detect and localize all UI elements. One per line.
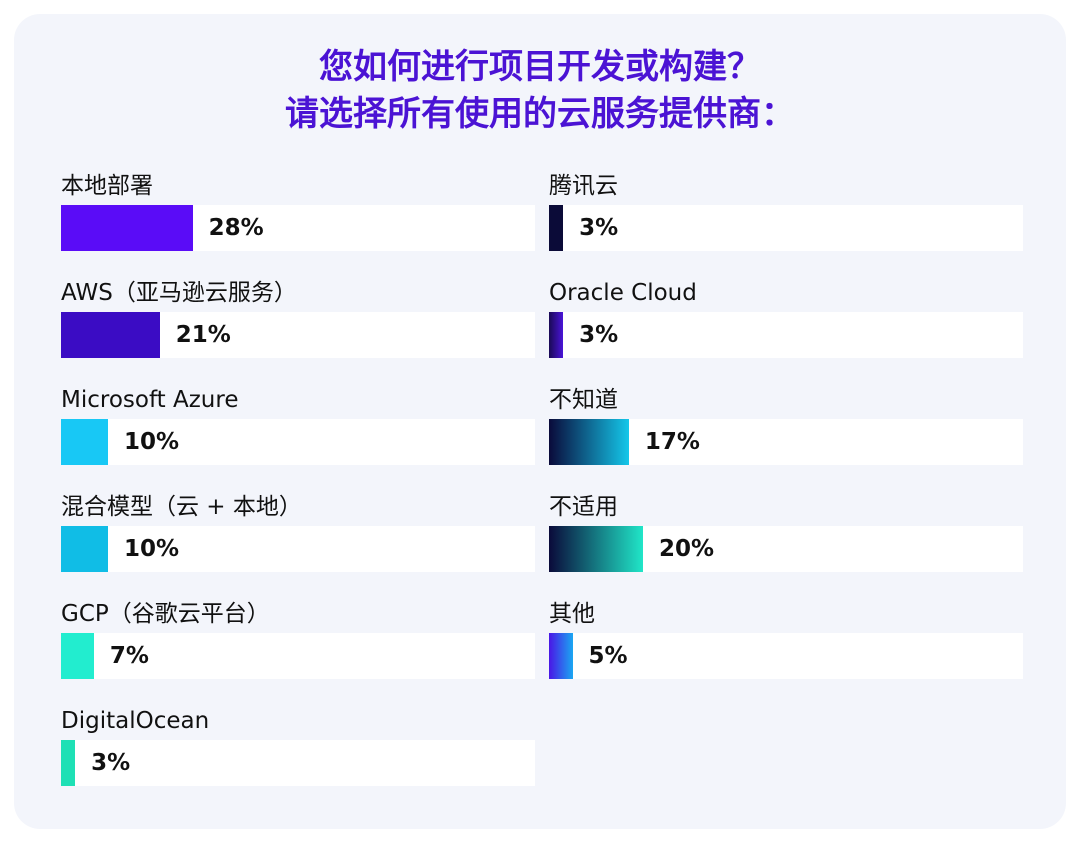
bar <box>549 633 573 679</box>
data-label: 7% <box>109 643 149 669</box>
category-label: 其他 <box>549 601 595 627</box>
title-line-1: 您如何进行项目开发或构建？ <box>319 47 761 87</box>
bar-track <box>61 419 535 465</box>
data-label: 3% <box>91 750 131 776</box>
bar-track <box>61 526 535 572</box>
bar-track <box>549 312 1023 358</box>
bar <box>549 205 564 251</box>
bar <box>61 312 160 358</box>
data-label: 10% <box>124 429 180 455</box>
bar <box>61 633 94 679</box>
bar <box>61 526 108 572</box>
data-label: 20% <box>659 536 715 562</box>
bar <box>61 205 193 251</box>
category-label: 腾讯云 <box>549 173 618 199</box>
category-label: 不适用 <box>549 494 618 520</box>
data-label: 10% <box>124 536 180 562</box>
category-label: DigitalOcean <box>61 708 210 734</box>
category-label: Microsoft Azure <box>61 387 239 413</box>
bar-track <box>61 633 535 679</box>
bar-track <box>61 740 535 786</box>
category-label: 本地部署 <box>61 173 153 199</box>
bar-track <box>549 205 1023 251</box>
category-label: 混合模型（云 + 本地） <box>61 494 302 520</box>
title-line-2: 请选择所有使用的云服务提供商： <box>285 94 795 134</box>
category-label: AWS（亚马逊云服务） <box>61 280 297 306</box>
bar <box>549 419 629 465</box>
data-label: 3% <box>579 322 619 348</box>
category-label: Oracle Cloud <box>549 280 697 306</box>
category-label: 不知道 <box>549 387 618 413</box>
data-label: 17% <box>644 429 700 455</box>
data-label: 21% <box>175 322 231 348</box>
bar-track <box>549 633 1023 679</box>
category-label: GCP（谷歌云平台） <box>61 601 270 627</box>
data-label: 3% <box>579 215 619 241</box>
chart-title: 您如何进行项目开发或构建？ 请选择所有使用的云服务提供商： <box>0 44 1080 138</box>
data-label: 28% <box>208 215 264 241</box>
bar <box>549 526 643 572</box>
data-label: 5% <box>588 643 628 669</box>
bar <box>549 312 564 358</box>
bar <box>61 419 108 465</box>
bar <box>61 740 76 786</box>
